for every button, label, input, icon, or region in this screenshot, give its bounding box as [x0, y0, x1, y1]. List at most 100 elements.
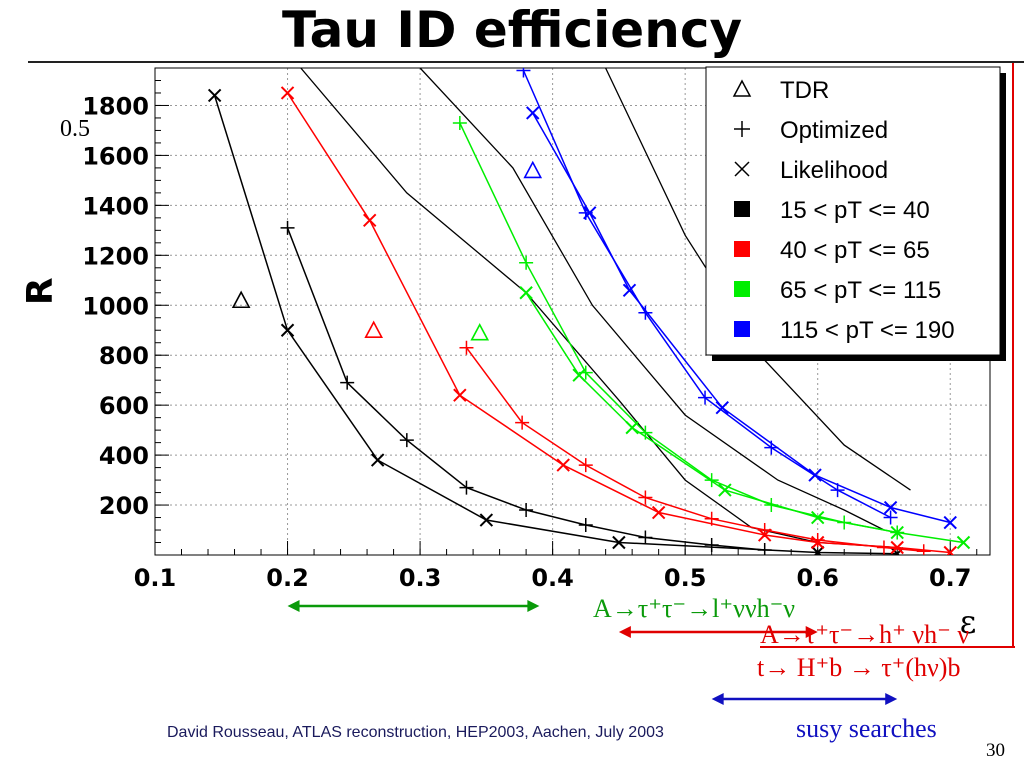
y-tick-label: 600 — [99, 392, 149, 420]
data-point-cross — [363, 213, 377, 228]
series-line — [459, 122, 898, 534]
legend-label: Optimized — [780, 117, 888, 144]
data-point-plus — [638, 490, 653, 505]
data-point-plus — [515, 415, 530, 430]
data-point-plus — [519, 255, 534, 270]
data-point-plus — [578, 365, 593, 380]
data-point-plus — [704, 511, 719, 526]
data-point-plus — [638, 530, 653, 545]
data-point-plus — [452, 115, 467, 130]
y-tick-label: 1400 — [82, 192, 149, 220]
data-point-cross — [370, 453, 385, 467]
data-point-plus — [830, 483, 845, 498]
x-tick-label: 0.5 — [664, 564, 707, 592]
y-axis-title: R — [20, 277, 61, 305]
reference-curve — [419, 68, 885, 531]
data-point-plus — [704, 538, 719, 553]
legend-swatch — [734, 241, 750, 257]
legend-swatch — [734, 281, 750, 297]
legend-label: 40 < pT <= 65 — [780, 237, 930, 264]
data-point-plus — [764, 498, 779, 513]
data-point-plus — [578, 518, 593, 533]
x-axis-title: ε — [960, 603, 977, 641]
efficiency-chart: 0.1 0.2 0.3 0.4 0.5 0.6 0.7 200 400 600 800 1000 120… — [0, 63, 1015, 648]
data-point-cross — [943, 545, 957, 555]
legend-label: 15 < pT <= 40 — [780, 197, 930, 224]
data-point-cross — [718, 483, 732, 497]
x-tick-label: 0.7 — [929, 564, 972, 592]
page-number: 30 — [986, 740, 1005, 761]
legend-marker-triangle — [732, 79, 752, 97]
legend-label: TDR — [780, 77, 829, 104]
legend-marker-plus — [734, 121, 750, 137]
data-point-plus — [638, 305, 653, 320]
y-tick-label: 1200 — [82, 242, 149, 270]
y-tick-label: 800 — [99, 342, 149, 370]
annotation-arrow-head-left — [711, 693, 724, 705]
data-point-cross — [622, 283, 637, 297]
stray-label: 0.5 — [60, 116, 90, 142]
title-divider — [28, 61, 1024, 63]
data-point-plus — [459, 340, 474, 355]
x-tick-label: 0.1 — [134, 564, 177, 592]
data-point-cross — [943, 515, 957, 530]
data-point-cross — [715, 400, 729, 415]
annotation-susy: susy searches — [796, 714, 937, 743]
legend-label: 115 < pT <= 190 — [780, 317, 955, 344]
data-point-cross — [479, 513, 494, 527]
data-point-plus — [280, 220, 295, 235]
data-point-plus — [916, 544, 931, 555]
annotation-a-hadronic: A→τ⁺τ⁻→h⁺ νh⁻ ν — [760, 620, 970, 649]
data-point-plus — [764, 440, 779, 455]
annotation-charged-higgs: t→ H⁺b → τ⁺(hν)b — [757, 653, 961, 682]
slide-title: Tau ID efficiency — [281, 1, 743, 59]
data-point-plus — [837, 515, 852, 530]
data-point-plus — [578, 458, 593, 473]
data-point-plus — [399, 433, 414, 448]
data-point-cross — [810, 510, 825, 525]
data-point-plus — [890, 525, 905, 540]
series-group — [207, 68, 971, 555]
data-point-plus — [757, 543, 772, 555]
data-point-cross — [207, 88, 222, 103]
legend-swatch — [734, 321, 750, 337]
data-point-plus — [340, 375, 355, 390]
data-point-cross — [280, 323, 295, 337]
data-point-cross — [883, 500, 898, 515]
data-point-cross — [280, 86, 295, 100]
legend-box — [705, 66, 1001, 356]
data-point-cross — [810, 545, 825, 555]
data-point-plus — [578, 205, 593, 220]
annotation-arrow-head-right — [885, 693, 898, 705]
data-point-cross — [526, 106, 540, 120]
data-point-cross — [519, 286, 533, 300]
data-point-tdr — [523, 160, 543, 179]
legend-swatch — [734, 201, 750, 217]
y-tick-label: 400 — [99, 442, 149, 470]
annotation-a-leptonic: A→τ⁺τ⁻→l⁺ννh⁻ν — [593, 594, 796, 623]
x-tick-label: 0.2 — [266, 564, 309, 592]
y-tick-label: 1600 — [82, 142, 149, 170]
y-tick-label: 200 — [99, 492, 149, 520]
data-point-cross — [572, 368, 586, 382]
legend-label: Likelihood — [780, 157, 888, 184]
legend-label: 65 < pT <= 115 — [780, 277, 941, 304]
data-point-plus — [638, 425, 653, 440]
data-point-cross — [651, 505, 666, 520]
legend-marker-cross — [734, 161, 750, 177]
data-point-cross — [556, 458, 570, 472]
data-point-tdr — [231, 290, 251, 309]
data-point-plus — [516, 68, 531, 78]
data-point-plus — [810, 533, 825, 548]
y-tick-label: 1800 — [82, 92, 149, 120]
data-point-tdr — [470, 323, 490, 341]
data-point-plus — [459, 480, 474, 495]
data-point-cross — [890, 540, 904, 555]
data-point-plus — [704, 473, 719, 488]
footer-credit: David Rousseau, ATLAS reconstruction, HE… — [167, 724, 664, 741]
data-point-tdr — [364, 320, 384, 339]
data-point-cross — [453, 388, 467, 402]
x-tick-label: 0.4 — [531, 564, 574, 592]
data-point-plus — [883, 510, 898, 525]
data-point-cross — [956, 535, 971, 550]
